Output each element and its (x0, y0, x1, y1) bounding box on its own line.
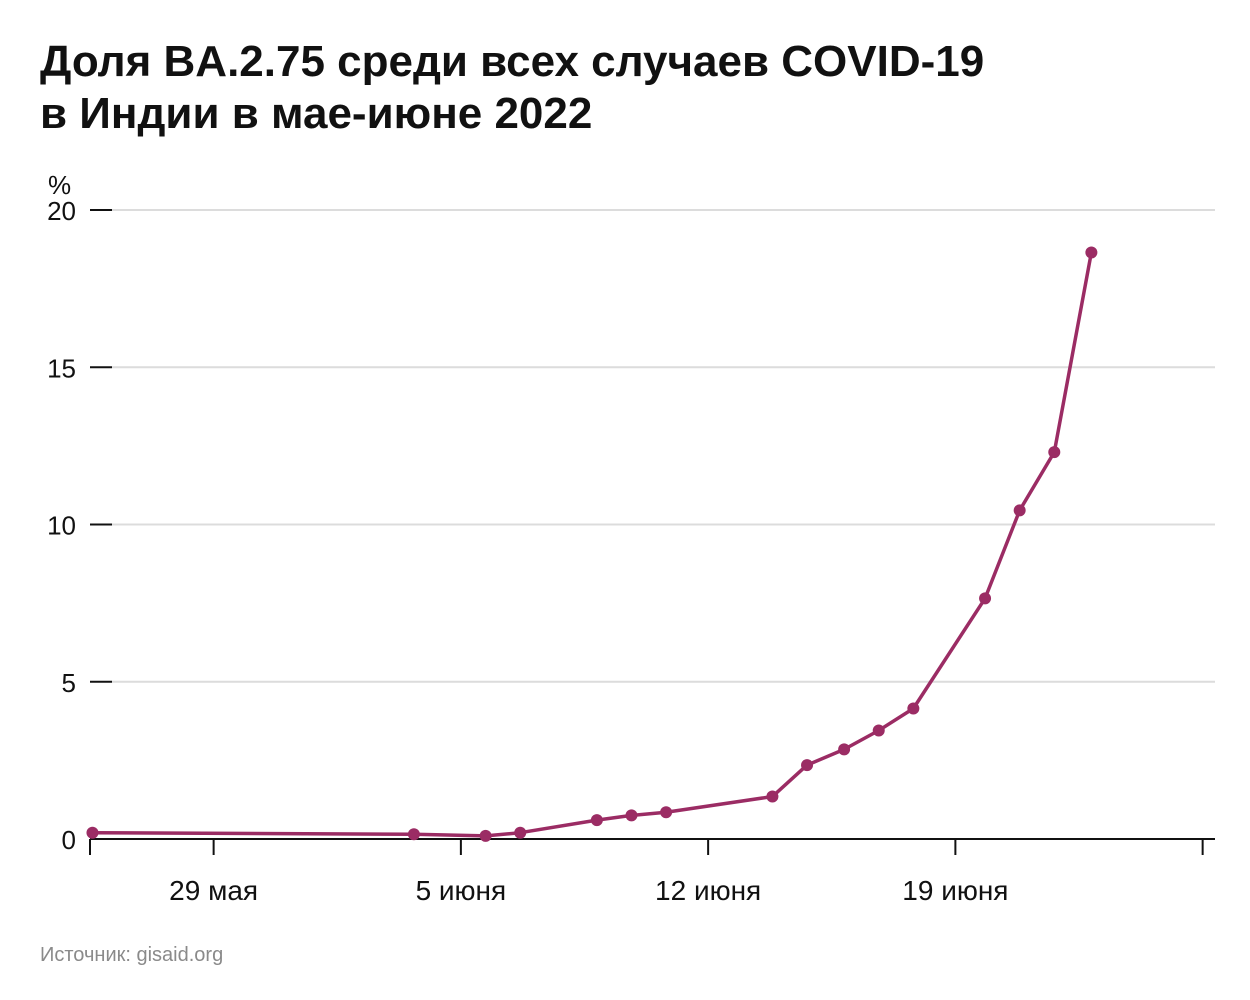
data-point (514, 826, 527, 839)
y-tick-label: 5 (62, 668, 76, 698)
data-point (660, 806, 673, 819)
chart-title: Доля BA.2.75 среди всех случаев COVID-19… (40, 36, 1200, 140)
data-point (407, 828, 420, 841)
y-axis-unit-label: % (48, 170, 71, 200)
data-point (479, 829, 492, 842)
axes: % 0 5 10 15 20 29 мая 5 июня 12 июня 19 июня (47, 170, 1215, 906)
source-note: Источник: gisaid.org (40, 944, 224, 966)
data-point (907, 702, 920, 715)
y-tick-label: 15 (47, 353, 76, 383)
data-point (979, 592, 992, 605)
x-tick-label: 12 июня (655, 875, 761, 906)
data-point (590, 814, 603, 827)
x-tick-label: 29 мая (169, 875, 258, 906)
series-line (92, 252, 1094, 838)
chart-title-line-2: в Индии в мае-июне 2022 (40, 89, 593, 138)
x-tick-label: 19 июня (902, 875, 1008, 906)
data-point (625, 809, 638, 822)
data-point (838, 743, 851, 756)
data-point (801, 759, 814, 772)
x-tick-label: 5 июня (416, 875, 507, 906)
data-point (1085, 246, 1098, 259)
data-point (86, 826, 99, 839)
data-point (1048, 446, 1061, 459)
data-series (86, 246, 1098, 842)
chart-title-line-1: Доля BA.2.75 среди всех случаев COVID-19 (40, 37, 985, 86)
y-tick-label: 20 (47, 196, 76, 226)
grid-lines (112, 209, 1215, 683)
y-tick-label: 10 (47, 511, 76, 541)
data-point (1013, 504, 1026, 517)
data-point (766, 790, 779, 803)
data-point (872, 724, 885, 737)
y-tick-label: 0 (62, 825, 76, 855)
